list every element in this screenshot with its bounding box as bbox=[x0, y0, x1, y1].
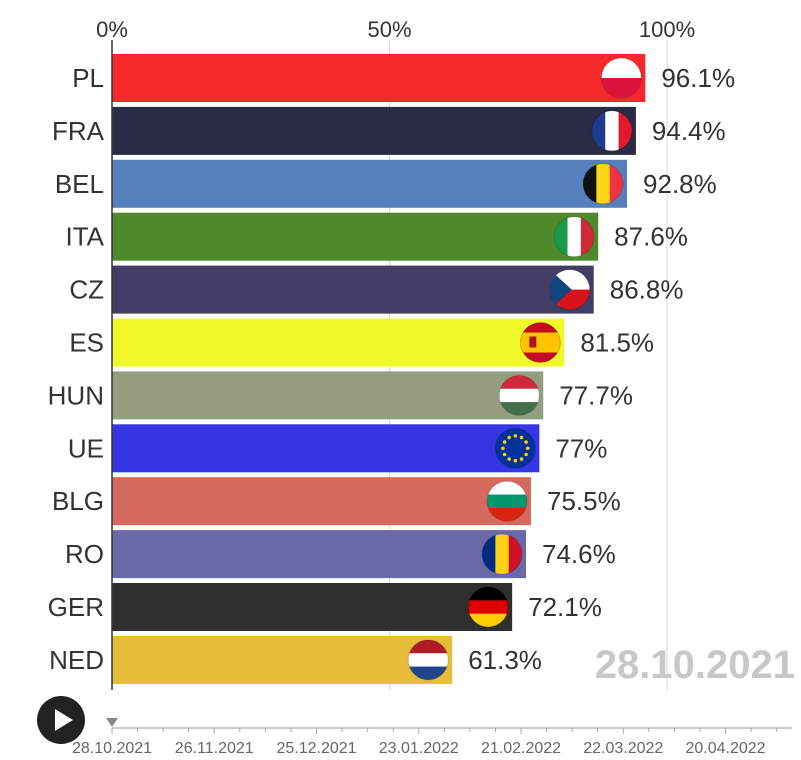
flag-outline bbox=[591, 110, 633, 152]
category-label: ITA bbox=[65, 222, 104, 252]
flag-outline bbox=[467, 586, 509, 628]
bar-es bbox=[112, 318, 565, 367]
timeline-label: 28.10.2021 bbox=[72, 740, 152, 757]
flag-outline bbox=[498, 374, 540, 416]
category-label: BEL bbox=[55, 169, 104, 199]
flag-eu-icon bbox=[495, 428, 536, 469]
current-date-label: 28.10.2021 bbox=[595, 643, 795, 687]
bar-blg bbox=[112, 477, 532, 526]
category-label: FRA bbox=[52, 116, 105, 146]
flag-outline bbox=[553, 216, 595, 258]
flag-romania-icon bbox=[482, 534, 523, 575]
flag-bulgaria-icon bbox=[487, 481, 528, 522]
bar-ue bbox=[112, 424, 540, 473]
flag-outline bbox=[494, 427, 536, 469]
value-label: 75.5% bbox=[547, 486, 621, 516]
category-label: GER bbox=[48, 592, 104, 622]
flag-outline bbox=[600, 57, 642, 99]
timeline-label: 22.03.2022 bbox=[583, 740, 663, 757]
timeline-label: 20.04.2022 bbox=[685, 740, 765, 757]
flag-netherlands-icon bbox=[408, 639, 449, 680]
value-label: 77.7% bbox=[559, 380, 633, 410]
value-label: 86.8% bbox=[610, 275, 684, 305]
bar-ro bbox=[112, 530, 527, 579]
value-label: 74.6% bbox=[542, 539, 616, 569]
flag-poland-icon bbox=[601, 58, 642, 98]
play-icon bbox=[54, 709, 73, 731]
category-label: PL bbox=[72, 63, 104, 93]
flag-outline bbox=[486, 480, 528, 522]
value-label: 72.1% bbox=[528, 592, 602, 622]
category-label: RO bbox=[65, 539, 104, 569]
value-label: 81.5% bbox=[580, 328, 654, 358]
category-label: HUN bbox=[48, 380, 104, 410]
flag-spain-icon bbox=[520, 322, 561, 363]
flag-outline bbox=[582, 163, 624, 205]
category-label: BLG bbox=[52, 486, 104, 516]
flag-hungary-icon bbox=[499, 375, 540, 416]
flag-france-icon bbox=[591, 110, 632, 151]
flag-outline bbox=[481, 533, 523, 575]
play-button[interactable] bbox=[37, 696, 85, 744]
timeline-label: 26.11.2021 bbox=[175, 740, 254, 757]
flag-belgium-icon bbox=[583, 163, 624, 204]
bar-cz bbox=[112, 265, 594, 314]
bar-ita bbox=[112, 212, 599, 261]
bar-fra bbox=[112, 106, 636, 155]
timeline-label: 25.12.2021 bbox=[276, 740, 356, 757]
flag-italy-icon bbox=[554, 216, 595, 257]
flag-outline bbox=[549, 269, 591, 311]
value-label: 92.8% bbox=[643, 169, 717, 199]
category-label: UE bbox=[68, 433, 104, 463]
flag-germany-icon bbox=[468, 587, 509, 627]
bar-hun bbox=[112, 371, 544, 420]
timeline-label: 21.02.2022 bbox=[481, 740, 561, 757]
x-tick-label: 100% bbox=[639, 17, 695, 42]
x-axis-ticks: 0% 50% 100% bbox=[96, 17, 695, 42]
category-label: NED bbox=[49, 645, 104, 675]
bar-bel bbox=[112, 159, 628, 208]
x-tick-label: 0% bbox=[96, 17, 128, 42]
category-label: ES bbox=[69, 328, 104, 358]
timeline-label: 23.01.2022 bbox=[379, 740, 459, 757]
flag-outline bbox=[407, 639, 449, 681]
value-label: 87.6% bbox=[614, 222, 688, 252]
bar-ger bbox=[112, 583, 513, 631]
flag-czechia-icon bbox=[549, 269, 590, 310]
bar-ned bbox=[112, 635, 453, 684]
bars: PL 96.1% FRA 94.4% BEL 92.8% ITA 87.6% CZ 86.8% ES… bbox=[48, 54, 735, 684]
timeline-handle[interactable] bbox=[106, 718, 118, 727]
value-label: 61.3% bbox=[468, 645, 542, 675]
flag-outline bbox=[519, 322, 561, 363]
timeline[interactable]: 28.10.2021 26.11.2021 25.12.2021 23.01.2022… bbox=[72, 718, 792, 757]
category-label: CZ bbox=[69, 275, 104, 305]
value-label: 96.1% bbox=[661, 63, 735, 93]
value-label: 94.4% bbox=[652, 116, 726, 146]
bar-pl bbox=[112, 54, 646, 102]
value-label: 77% bbox=[555, 433, 607, 463]
x-tick-label: 50% bbox=[367, 17, 411, 42]
